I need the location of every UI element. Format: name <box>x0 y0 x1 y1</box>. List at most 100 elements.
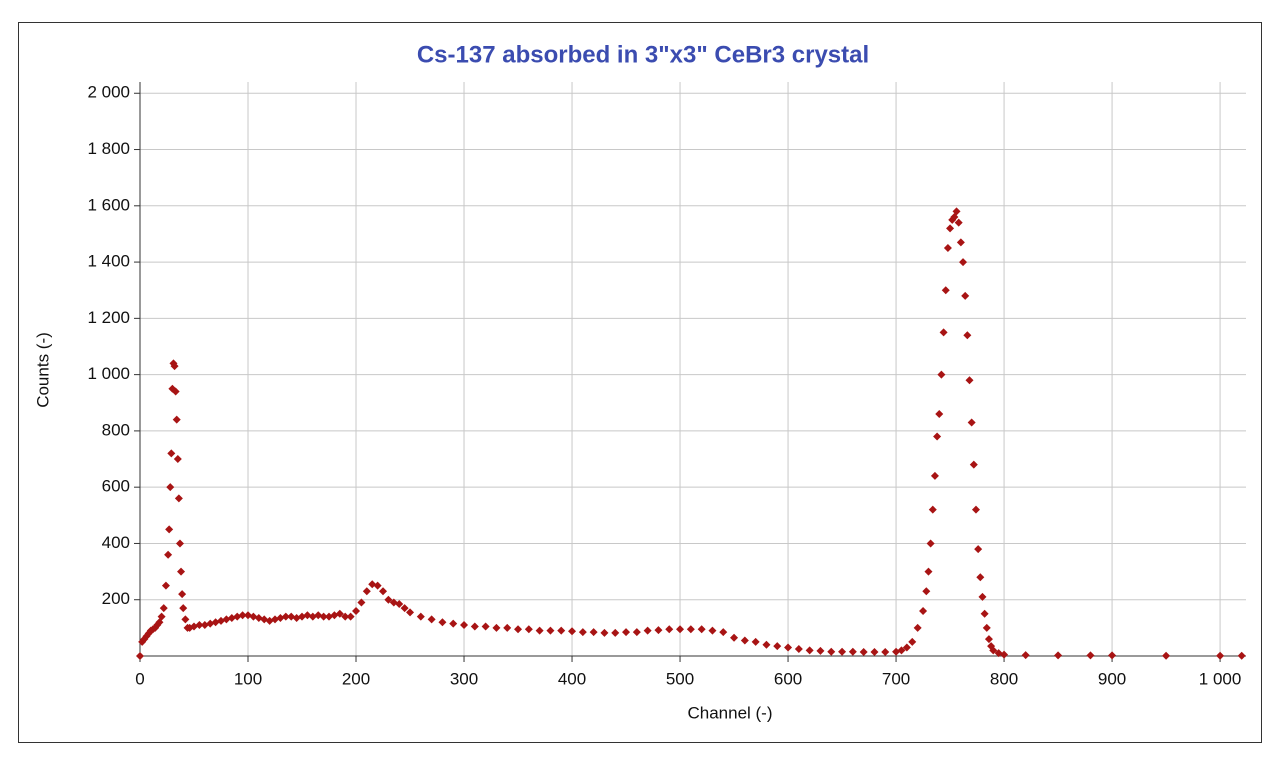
data-point <box>165 525 174 534</box>
data-point <box>676 625 685 634</box>
data-point <box>1162 651 1171 660</box>
y-tick-label: 1 600 <box>87 195 130 214</box>
data-point <box>926 539 935 548</box>
x-tick-label: 1 000 <box>1199 669 1242 688</box>
data-point <box>922 587 931 596</box>
data-point <box>177 567 186 576</box>
data-point <box>963 331 972 340</box>
data-point <box>379 587 388 596</box>
data-point <box>395 599 404 608</box>
data-point <box>578 628 587 637</box>
data-point <box>167 449 176 458</box>
data-point <box>935 410 944 419</box>
data-point <box>178 590 187 599</box>
y-tick-label: 200 <box>102 589 130 608</box>
data-point <box>535 626 544 635</box>
data-point <box>449 619 458 628</box>
data-point <box>762 640 771 649</box>
x-tick-label: 200 <box>342 669 370 688</box>
data-point <box>978 592 987 601</box>
data-point <box>805 646 814 655</box>
data-point <box>164 550 173 559</box>
y-tick-label: 1 200 <box>87 308 130 327</box>
data-point <box>740 636 749 645</box>
data-point <box>908 637 917 646</box>
data-point <box>956 238 965 247</box>
data-point <box>984 635 993 644</box>
data-point <box>665 625 674 634</box>
data-point <box>384 595 393 604</box>
data-point <box>654 626 663 635</box>
data-point <box>416 612 425 621</box>
data-point <box>827 647 836 656</box>
data-point <box>281 612 290 621</box>
x-tick-label: 400 <box>558 669 586 688</box>
x-axis-label: Channel (-) <box>687 703 772 722</box>
data-point <box>341 612 350 621</box>
data-point <box>969 460 978 469</box>
data-point <box>470 622 479 631</box>
data-point <box>172 415 181 424</box>
data-point <box>346 612 355 621</box>
data-point <box>159 604 168 613</box>
data-point <box>980 609 989 618</box>
data-point <box>503 623 512 632</box>
x-tick-label: 500 <box>666 669 694 688</box>
data-point <box>557 626 566 635</box>
data-point <box>838 647 847 656</box>
y-tick-label: 600 <box>102 477 130 496</box>
y-axis-label: Counts (-) <box>33 332 52 408</box>
data-point <box>686 625 695 634</box>
data-point <box>952 207 961 216</box>
data-point <box>589 628 598 637</box>
data-point <box>195 621 204 630</box>
data-point <box>959 258 968 267</box>
y-tick-label: 1 000 <box>87 364 130 383</box>
data-point <box>730 633 739 642</box>
data-point <box>719 628 728 637</box>
data-point <box>352 606 361 615</box>
data-point <box>784 643 793 652</box>
data-point <box>514 625 523 634</box>
data-point <box>1021 651 1030 660</box>
data-point <box>460 621 469 630</box>
data-point <box>157 612 166 621</box>
y-tick-label: 1 400 <box>87 252 130 271</box>
data-point <box>708 626 717 635</box>
x-tick-label: 900 <box>1098 669 1126 688</box>
x-tick-label: 0 <box>135 669 144 688</box>
data-point <box>848 647 857 656</box>
data-point <box>373 581 382 590</box>
data-point <box>919 606 928 615</box>
data-point <box>933 432 942 441</box>
data-point <box>1237 651 1246 660</box>
data-point <box>406 608 415 617</box>
data-point <box>524 625 533 634</box>
data-point <box>319 612 328 621</box>
y-tick-label: 2 000 <box>87 83 130 102</box>
data-point <box>600 628 609 637</box>
data-point <box>971 505 980 514</box>
data-point <box>794 644 803 653</box>
x-tick-label: 300 <box>450 669 478 688</box>
data-point <box>622 628 631 637</box>
data-point <box>481 622 490 631</box>
data-point <box>946 224 955 233</box>
data-point <box>937 370 946 379</box>
data-point <box>400 604 409 613</box>
data-point <box>982 623 991 632</box>
data-point <box>357 598 366 607</box>
data-point <box>161 581 170 590</box>
x-tick-label: 800 <box>990 669 1018 688</box>
data-point <box>976 573 985 582</box>
data-point <box>173 455 182 464</box>
data-point <box>928 505 937 514</box>
data-point <box>870 648 879 657</box>
data-point <box>1086 651 1095 660</box>
data-point <box>136 652 144 660</box>
data-point <box>438 618 447 627</box>
data-point <box>181 615 190 624</box>
data-point <box>1054 651 1063 660</box>
data-point <box>697 625 706 634</box>
data-point <box>943 244 952 253</box>
